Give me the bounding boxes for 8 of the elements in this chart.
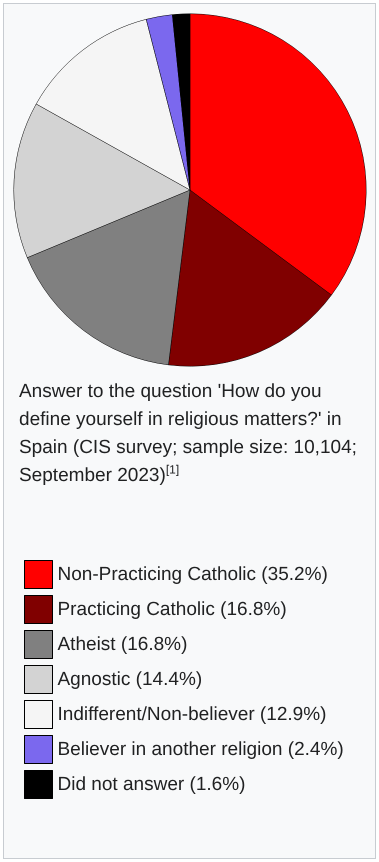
legend-label: Did not answer (1.6%)	[58, 774, 246, 795]
legend-label: Practicing Catholic (16.8%)	[58, 599, 287, 620]
legend-label: Non-Practicing Catholic (35.2%)	[58, 564, 328, 585]
legend-label: Indifferent/Non-believer (12.9%)	[58, 704, 326, 725]
text: Answer to the question 'How do you define yourself in religious matters?' in Spain (CIS survey; sample size: 10,104; September 2023)$^{[1]}$	[19, 380, 358, 488]
legend-label: Atheist (16.8%)	[58, 634, 188, 655]
legend-label: Agnostic (14.4%)	[58, 669, 202, 690]
legend-label: Believer in another religion (2.4%)	[58, 739, 344, 760]
